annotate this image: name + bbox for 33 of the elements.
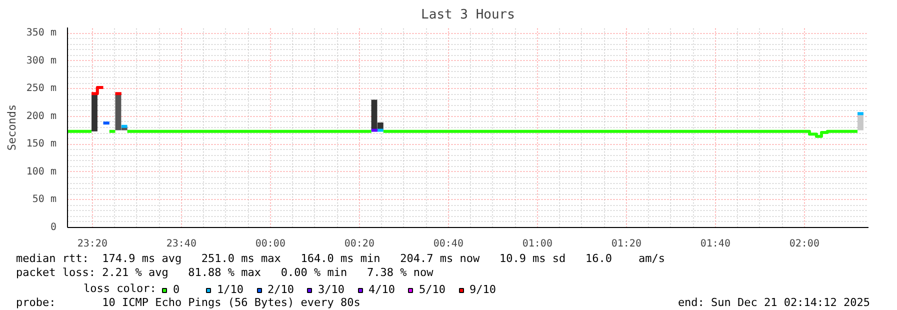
legend-title: loss color: xyxy=(84,282,156,295)
y-tick-label: 50 m xyxy=(32,194,57,206)
x-tick-label: 00:20 xyxy=(344,238,374,250)
y-tick-label: 300 m xyxy=(26,55,57,66)
legend-label: 4/10 xyxy=(368,283,395,296)
bar xyxy=(92,94,98,132)
x-tick-label: 02:00 xyxy=(789,238,820,250)
legend-label: 1/10 xyxy=(217,283,244,296)
legend-label: 3/10 xyxy=(318,283,344,296)
y-tick-label: 250 m xyxy=(26,83,57,94)
text: end: Sun Dec 21 02:14:12 2025 xyxy=(678,296,870,310)
x-tick-label: 00:40 xyxy=(433,238,464,250)
x-tick-label: 23:40 xyxy=(166,238,196,250)
legend-label: 5/10 xyxy=(419,283,446,296)
legend-label: 9/10 xyxy=(470,283,496,296)
legend-label: 0 xyxy=(173,283,181,296)
x-tick-label: 00:00 xyxy=(255,238,286,250)
text: median rtt: 174.9 ms avg 251.0 ms max 164.0 ms min 204.7 ms now 10.9 ms sd 16.0 am/s xyxy=(16,252,666,266)
chart-title: Last 3 Hours xyxy=(421,8,515,22)
x-tick-label: 01:20 xyxy=(611,238,642,250)
y-tick-label: 200 m xyxy=(26,110,57,122)
y-tick-label: 0 xyxy=(50,222,57,233)
x-tick-label: 01:00 xyxy=(522,238,552,250)
text: probe: 10 ICMP Echo Pings (56 Bytes) every 80s xyxy=(16,296,360,310)
x-tick-label: 23:20 xyxy=(77,238,108,250)
y-tick-label: 150 m xyxy=(26,138,57,150)
y-tick-label: 350 m xyxy=(26,28,57,39)
x-tick-label: 01:40 xyxy=(700,238,730,250)
legend-label: 2/10 xyxy=(268,283,294,296)
bar xyxy=(858,114,864,130)
y-axis-title: Seconds xyxy=(5,104,18,151)
text: packet loss: 2.21 % avg 81.88 % max 0.00 % min 7.38 % now xyxy=(16,266,434,280)
y-tick-label: 100 m xyxy=(26,166,57,178)
